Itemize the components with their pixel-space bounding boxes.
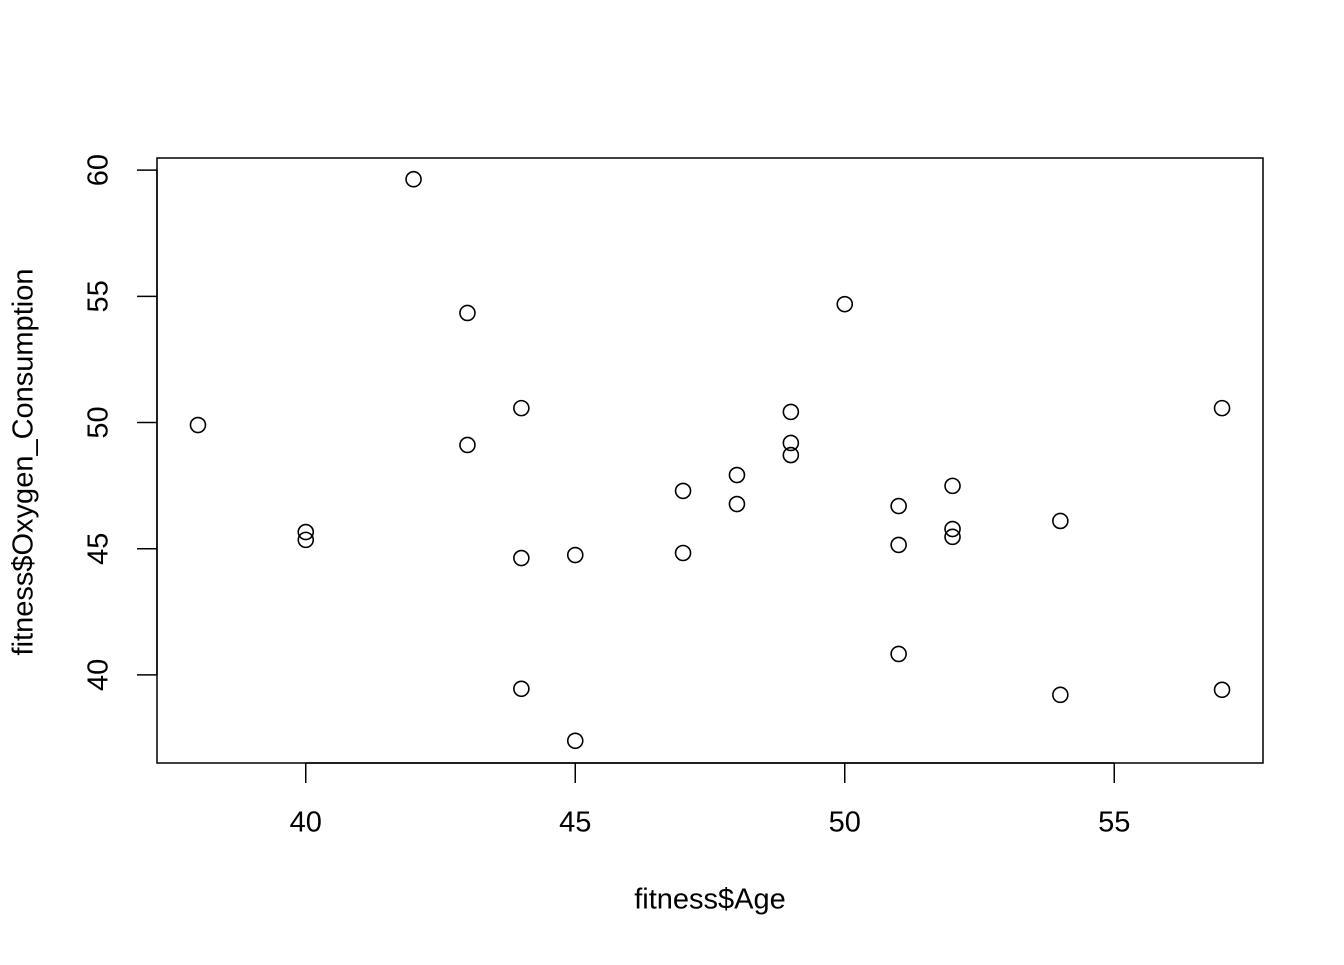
point: [890, 536, 907, 554]
point: [728, 466, 746, 484]
y-tick-label: 45: [83, 533, 115, 565]
point: [513, 549, 530, 567]
y-tick-label: 60: [83, 154, 115, 186]
y-tick-label: 55: [83, 280, 115, 312]
point: [674, 544, 692, 562]
point: [513, 399, 530, 417]
x-tick-label: 40: [290, 807, 322, 839]
point: [944, 520, 961, 538]
point: [1213, 399, 1231, 417]
point: [944, 477, 961, 495]
point: [836, 295, 854, 313]
y-tick-label: 50: [83, 406, 115, 438]
point: [566, 732, 584, 750]
point: [890, 497, 907, 515]
x-tick-label: 45: [559, 807, 591, 839]
x-tick-label: 55: [1098, 807, 1130, 839]
point: [459, 304, 476, 322]
point: [944, 528, 961, 546]
point: [890, 645, 907, 663]
x-axis-title: fitness$Age: [634, 884, 786, 916]
point: [1213, 681, 1231, 699]
y-axis-title: fitness$Oxygen_Consumption: [8, 269, 40, 656]
point: [782, 403, 800, 421]
point: [782, 446, 800, 464]
x-tick-label: 50: [829, 807, 861, 839]
plot-frame: [156, 157, 1264, 764]
y-tick-label: 40: [83, 659, 115, 691]
point: [297, 523, 315, 541]
point: [189, 416, 207, 434]
point: [674, 482, 692, 500]
point: [782, 434, 800, 452]
point: [566, 546, 584, 564]
point: [297, 531, 315, 549]
point: [405, 170, 422, 188]
point: [1052, 686, 1069, 704]
point: [728, 495, 746, 513]
point: [1052, 512, 1069, 530]
point: [513, 680, 530, 698]
point: [459, 436, 476, 454]
